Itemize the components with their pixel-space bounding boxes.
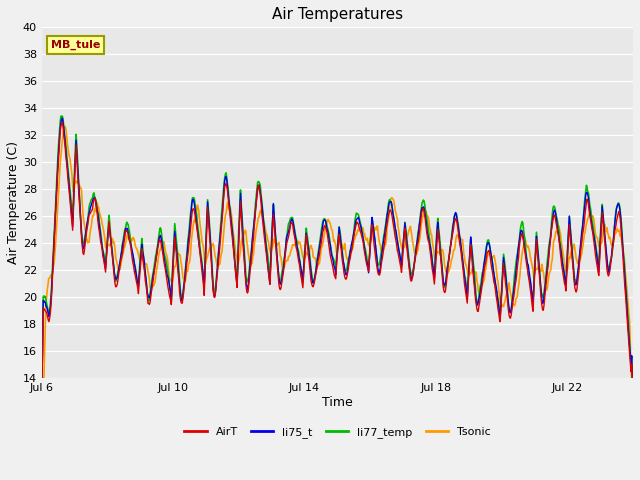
X-axis label: Time: Time [322,396,353,409]
Y-axis label: Air Temperature (C): Air Temperature (C) [7,141,20,264]
Legend: AirT, li75_t, li77_temp, Tsonic: AirT, li75_t, li77_temp, Tsonic [180,422,495,442]
Text: MB_tule: MB_tule [51,39,100,50]
Title: Air Temperatures: Air Temperatures [272,7,403,22]
